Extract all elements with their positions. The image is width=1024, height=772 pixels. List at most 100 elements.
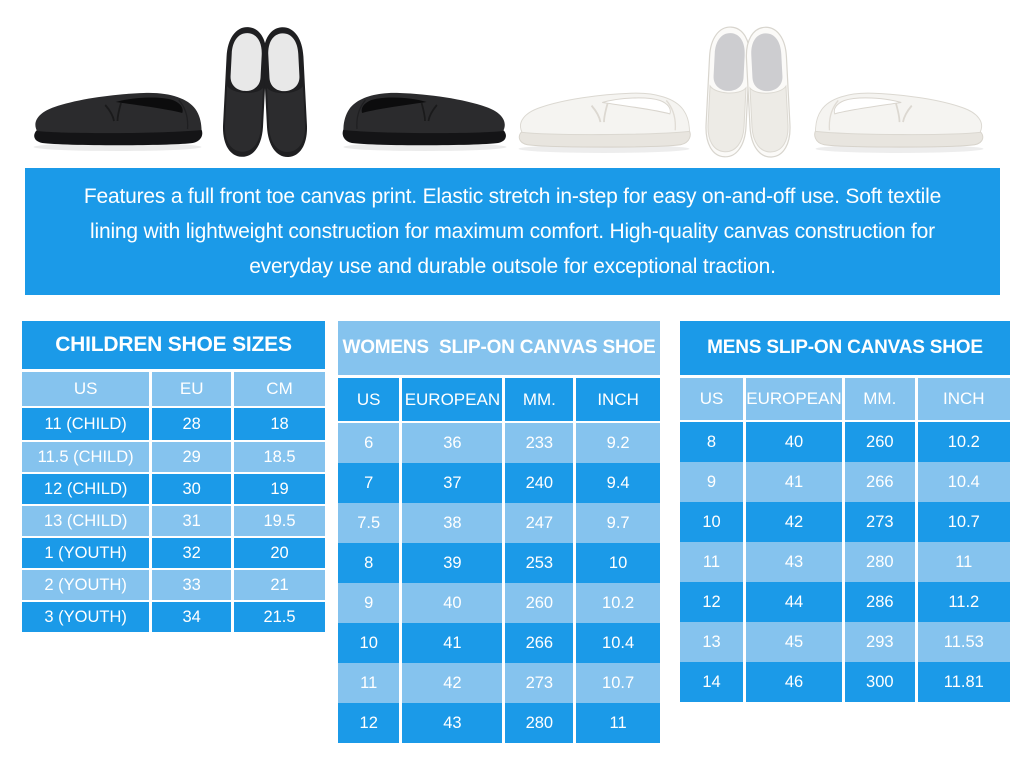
- table-cell: 10.7: [947, 512, 980, 531]
- table-cell: 36: [402, 423, 506, 463]
- table-cell: 41: [746, 462, 845, 502]
- shoe-illustration: [814, 92, 984, 153]
- table-cell: 21: [270, 575, 289, 594]
- black-slipon-side-left-image[interactable]: [30, 84, 205, 152]
- table-cell: 266: [845, 462, 918, 502]
- table-cell: 9: [338, 583, 403, 623]
- table-cell: 18.5: [263, 447, 296, 466]
- table-cell: 45: [746, 622, 845, 662]
- column-header: EUROPEAN: [402, 378, 506, 421]
- womens-table-body: 6 36 233 9.2 7 37 240 9.4 7.5 38 247 9.7 8 39 253 10 9 40…: [338, 423, 660, 743]
- shoe-illustration: [223, 27, 307, 157]
- table-cell: 20: [270, 543, 289, 562]
- table-row: 9 41 266 10.4: [680, 462, 1010, 502]
- children-table-header-row: US EU CM: [22, 372, 325, 408]
- children-table-body: 11 (CHILD) 28 18 11.5 (CHILD) 29 18.5 12 (CHIL…: [22, 408, 325, 632]
- table-cell: 11: [955, 552, 973, 571]
- table-cell: 37: [402, 463, 506, 503]
- table-row: 12 43 280 11: [338, 703, 660, 743]
- table-cell: 11: [609, 713, 627, 732]
- column-header: US: [338, 378, 403, 421]
- product-gallery: [0, 0, 1024, 165]
- table-cell: 10.2: [602, 593, 635, 612]
- table-cell: 31: [152, 506, 235, 536]
- column-header: MM.: [845, 378, 918, 420]
- table-cell: 30: [152, 474, 235, 504]
- table-cell: 280: [505, 703, 577, 743]
- table-cell: 7: [338, 463, 403, 503]
- table-cell: 9.2: [606, 433, 630, 452]
- description-text-line: lining with lightweight construction for…: [90, 220, 935, 243]
- white-slipon-top-pair-image[interactable]: [700, 24, 800, 164]
- table-cell: 233: [505, 423, 577, 463]
- table-row: 12 44 286 11.2: [680, 582, 1010, 622]
- table-cell: 10.4: [602, 633, 635, 652]
- table-row: 11 43 280 11: [680, 542, 1010, 582]
- children-table-title: CHILDREN SHOE SIZES: [22, 321, 325, 372]
- description-banner: Features a full front toe canvas print. …: [25, 168, 1000, 295]
- column-header: EU: [152, 372, 235, 406]
- table-cell: 43: [746, 542, 845, 582]
- table-cell: 12 (CHILD): [22, 474, 153, 504]
- table-row: 13 (CHILD) 31 19.5: [22, 504, 325, 536]
- table-cell: 11.5 (CHILD): [22, 442, 153, 472]
- shoe-illustration: [33, 92, 203, 151]
- table-row: 7 37 240 9.4: [338, 463, 660, 503]
- table-cell: 10.7: [602, 673, 635, 692]
- white-slipon-side-right-image[interactable]: [812, 84, 987, 154]
- shoe-illustration: [518, 92, 691, 153]
- table-row: 10 41 266 10.4: [338, 623, 660, 663]
- mens-table-header-row: US EUROPEAN MM. INCH: [680, 378, 1010, 422]
- table-cell: 28: [152, 408, 235, 440]
- table-cell: 19.5: [263, 511, 296, 530]
- table-row: 13 45 293 11.53: [680, 622, 1010, 662]
- womens-table-title: WOMENS SLIP-ON CANVAS SHOE: [338, 321, 660, 378]
- column-header: INCH: [597, 389, 639, 409]
- black-slipon-top-pair-image[interactable]: [217, 24, 317, 164]
- table-row: 10 42 273 10.7: [680, 502, 1010, 542]
- table-cell: 12: [680, 582, 746, 622]
- table-cell: 6: [338, 423, 403, 463]
- table-row: 11.5 (CHILD) 29 18.5: [22, 440, 325, 472]
- table-row: 6 36 233 9.2: [338, 423, 660, 463]
- table-cell: 42: [402, 663, 506, 703]
- table-cell: 8: [680, 422, 746, 462]
- table-cell: 44: [746, 582, 845, 622]
- table-cell: 9.7: [606, 513, 630, 532]
- table-cell: 32: [152, 538, 235, 568]
- description-text-line: everyday use and durable outsole for exc…: [249, 255, 776, 278]
- table-cell: 42: [746, 502, 845, 542]
- table-cell: 38: [402, 503, 506, 543]
- table-cell: 7.5: [338, 503, 403, 543]
- mens-table-body: 8 40 260 10.2 9 41 266 10.4 10 42 273 10.7 11 43 280 11…: [680, 422, 1010, 702]
- table-cell: 11.2: [948, 592, 980, 611]
- table-row: 9 40 260 10.2: [338, 583, 660, 623]
- mens-size-table: MENS SLIP-ON CANVAS SHOE US EUROPEAN MM. IN…: [680, 321, 1010, 702]
- table-cell: 46: [746, 662, 845, 702]
- table-cell: 10: [680, 502, 746, 542]
- table-cell: 19: [270, 479, 289, 498]
- table-cell: 43: [402, 703, 506, 743]
- table-cell: 253: [505, 543, 577, 583]
- table-cell: 266: [505, 623, 577, 663]
- children-size-table: CHILDREN SHOE SIZES US EU CM 11 (CHILD) 28 1…: [22, 321, 325, 632]
- table-cell: 10: [338, 623, 403, 663]
- table-cell: 240: [505, 463, 577, 503]
- black-slipon-side-right-image[interactable]: [340, 84, 510, 152]
- column-header: MM.: [505, 378, 577, 421]
- table-cell: 273: [505, 663, 577, 703]
- table-row: 12 (CHILD) 30 19: [22, 472, 325, 504]
- table-row: 11 (CHILD) 28 18: [22, 408, 325, 440]
- table-cell: 12: [338, 703, 403, 743]
- table-cell: 41: [402, 623, 506, 663]
- white-slipon-side-left-image[interactable]: [515, 84, 693, 154]
- table-cell: 1 (YOUTH): [22, 538, 153, 568]
- column-header: CM: [266, 379, 293, 398]
- table-cell: 293: [845, 622, 918, 662]
- table-row: 3 (YOUTH) 34 21.5: [22, 600, 325, 632]
- shoe-illustration: [705, 26, 791, 158]
- table-cell: 10.2: [947, 432, 980, 451]
- table-row: 2 (YOUTH) 33 21: [22, 568, 325, 600]
- column-header: US: [680, 378, 746, 420]
